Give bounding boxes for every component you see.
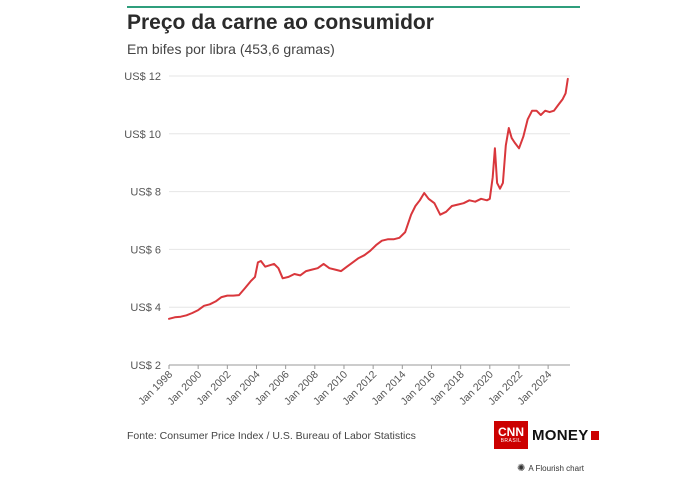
logo-money-text: MONEY: [532, 426, 589, 444]
series-group: [168, 77, 569, 320]
y-tick-label: US$ 12: [124, 71, 161, 83]
y-axis-ticks: US$ 2 US$ 4 US$ 6 US$ 8 US$ 10 US$ 12: [124, 71, 161, 372]
cnn-brasil-badge: CNN BRASIL: [494, 421, 528, 449]
flourish-asterisk-icon: ✺: [517, 463, 526, 474]
logo-cnn-text: CNN: [498, 425, 524, 439]
y-tick-label: US$ 10: [124, 129, 161, 141]
flourish-credit-text: A Flourish chart: [528, 464, 584, 473]
logo-mark-icon: [590, 430, 599, 440]
cnn-money-logo[interactable]: CNN BRASIL MONEY: [494, 421, 599, 449]
y-tick-label: US$ 6: [130, 244, 161, 256]
y-tick-label: US$ 8: [130, 187, 161, 199]
header-accent-rule: [127, 6, 580, 8]
flourish-credit[interactable]: ✺ A Flourish chart: [517, 463, 584, 474]
gridlines: [169, 75, 570, 308]
chart-subtitle: Em bifes por libra (453,6 gramas): [127, 41, 335, 57]
logo-brasil-text: BRASIL: [500, 438, 522, 444]
chart-title: Preço da carne ao consumidor: [127, 11, 434, 34]
source-note: Fonte: Consumer Price Index / U.S. Burea…: [127, 430, 416, 442]
y-tick-label: US$ 2: [130, 360, 161, 372]
y-tick-label: US$ 4: [130, 302, 161, 314]
series-line-0: [168, 77, 569, 320]
